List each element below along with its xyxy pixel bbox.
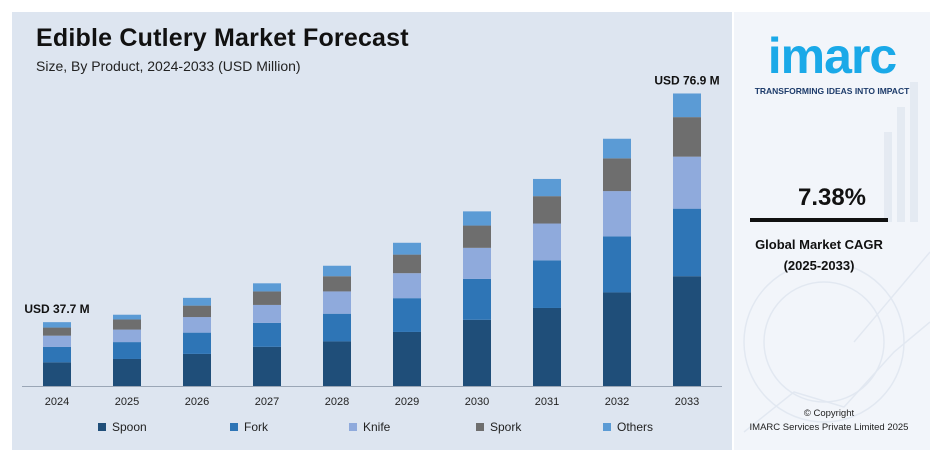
legend-item-others: Others <box>603 420 653 434</box>
bar-spork-2031 <box>533 196 561 224</box>
legend-item-knife: Knife <box>349 420 390 434</box>
copyright-line1: © Copyright <box>803 408 855 419</box>
legend-label: Spoon <box>112 420 147 434</box>
chart-panel: Edible Cutlery Market Forecast Size, By … <box>12 12 732 450</box>
bar-knife-2025 <box>113 329 141 343</box>
bar-spork-2024 <box>43 327 71 336</box>
bar-spoon-2027 <box>253 346 281 386</box>
legend-label: Fork <box>244 420 268 434</box>
copyright-line2: IMARC Services Private Limited 2025 <box>749 422 909 433</box>
bar-spoon-2028 <box>323 341 351 386</box>
bar-others-2031 <box>533 178 561 197</box>
x-tick-label: 2025 <box>115 396 139 408</box>
bar-fork-2027 <box>253 322 281 347</box>
bar-spoon-2033 <box>673 276 701 386</box>
x-tick-label: 2033 <box>675 396 699 408</box>
bar-others-2032 <box>603 138 631 159</box>
background-chart-graphic <box>743 82 930 433</box>
bar-fork-2030 <box>463 278 491 320</box>
bar-spork-2025 <box>113 319 141 330</box>
bar-others-2024 <box>43 322 71 328</box>
bar-spoon-2024 <box>43 362 71 386</box>
bar-knife-2031 <box>533 223 561 261</box>
x-tick-label: 2024 <box>45 396 69 408</box>
bar-fork-2031 <box>533 260 561 308</box>
bar-knife-2033 <box>673 156 701 209</box>
chart-legend: Spoon Fork Knife Spork Others <box>12 420 732 440</box>
bar-fork-2025 <box>113 342 141 359</box>
x-tick-label: 2029 <box>395 396 419 408</box>
logo-tagline: TRANSFORMING IDEAS INTO IMPACT <box>754 86 910 96</box>
x-tick-label: 2028 <box>325 396 349 408</box>
bar-others-2030 <box>463 211 491 226</box>
bar-spork-2026 <box>183 305 211 318</box>
copyright: © Copyright IMARC Services Private Limit… <box>734 407 924 435</box>
cagr-divider <box>750 218 888 222</box>
bar-fork-2024 <box>43 346 71 363</box>
bar-spoon-2030 <box>463 319 491 386</box>
bar-knife-2027 <box>253 304 281 323</box>
legend-item-spork: Spork <box>476 420 521 434</box>
bar-knife-2028 <box>323 291 351 314</box>
side-panel: imarc TRANSFORMING IDEAS INTO IMPACT 7.3… <box>734 12 930 450</box>
bar-knife-2026 <box>183 317 211 333</box>
bar-knife-2024 <box>43 335 71 347</box>
chart-subtitle: Size, By Product, 2024-2033 (USD Million… <box>36 58 301 74</box>
total-annotation: USD 37.7 M <box>24 302 89 316</box>
cagr-value: 7.38% <box>797 184 867 211</box>
legend-swatch <box>230 423 238 431</box>
cagr-label: Global Market CAGR (2025-2033) <box>734 234 904 276</box>
bar-spork-2027 <box>253 291 281 305</box>
bar-others-2028 <box>323 265 351 277</box>
bar-spork-2028 <box>323 276 351 292</box>
bar-others-2029 <box>393 242 421 255</box>
bar-others-2033 <box>673 93 701 118</box>
bar-spork-2033 <box>673 117 701 157</box>
legend-item-fork: Fork <box>230 420 268 434</box>
bar-knife-2030 <box>463 247 491 279</box>
x-tick-label: 2032 <box>605 396 629 408</box>
x-tick-label: 2027 <box>255 396 279 408</box>
bar-fork-2026 <box>183 332 211 354</box>
bar-spoon-2029 <box>393 331 421 386</box>
legend-swatch <box>98 423 106 431</box>
bar-spork-2030 <box>463 225 491 248</box>
bar-spoon-2032 <box>603 292 631 386</box>
bar-others-2026 <box>183 297 211 306</box>
legend-swatch <box>349 423 357 431</box>
legend-swatch <box>603 423 611 431</box>
legend-label: Knife <box>363 420 391 434</box>
bar-fork-2033 <box>673 208 701 277</box>
bar-fork-2028 <box>323 313 351 342</box>
bar-fork-2032 <box>603 236 631 293</box>
bar-spork-2029 <box>393 254 421 274</box>
bar-knife-2029 <box>393 273 421 299</box>
imarc-logo: imarc <box>767 28 897 84</box>
chart-title: Edible Cutlery Market Forecast <box>36 24 409 52</box>
total-annotation: USD 76.9 M <box>654 73 719 87</box>
bar-spork-2032 <box>603 158 631 192</box>
bar-knife-2032 <box>603 191 631 237</box>
cagr-label-line1: Global Market CAGR <box>755 237 883 252</box>
bar-spoon-2025 <box>113 358 141 386</box>
x-tick-label: 2031 <box>535 396 559 408</box>
bar-spoon-2026 <box>183 353 211 386</box>
x-tick-label: 2030 <box>465 396 489 408</box>
stacked-bar-chart: 2024 USD 37.7 M 2025 2026 2027 2028 2029 2030 20… <box>22 73 722 408</box>
bar-others-2025 <box>113 314 141 320</box>
legend-label: Spork <box>490 420 522 434</box>
legend-swatch <box>476 423 484 431</box>
legend-item-spoon: Spoon <box>98 420 147 434</box>
bar-spoon-2031 <box>533 307 561 386</box>
x-tick-label: 2026 <box>185 396 209 408</box>
cagr-label-line2: (2025-2033) <box>783 258 855 273</box>
bar-fork-2029 <box>393 298 421 332</box>
legend-label: Others <box>617 420 654 434</box>
bar-others-2027 <box>253 283 281 292</box>
